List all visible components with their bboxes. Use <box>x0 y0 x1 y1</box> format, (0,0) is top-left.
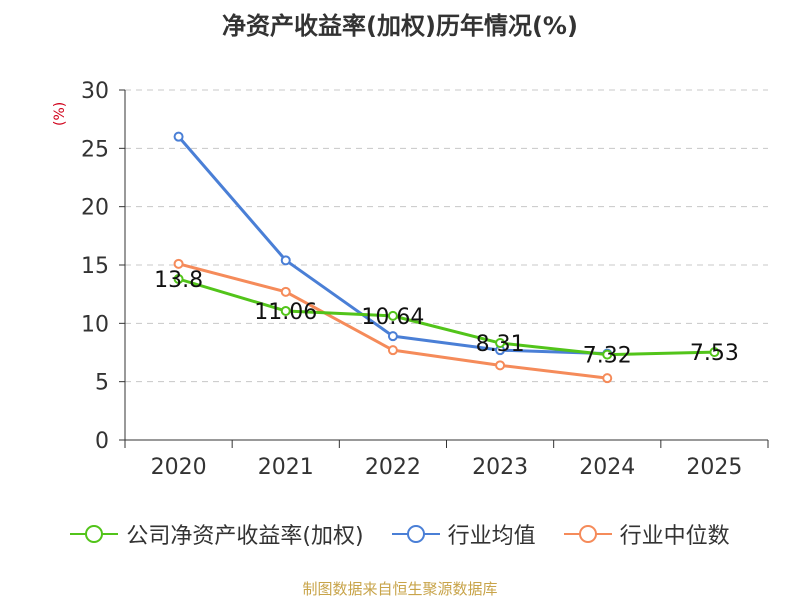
data-label-2023: 8.31 <box>476 332 525 357</box>
data-point-s0-2023[interactable] <box>495 338 506 349</box>
y-tick-label-20: 20 <box>81 196 109 221</box>
y-tick-label-15: 15 <box>81 254 109 279</box>
legend-label-industry-mean: 行业均值 <box>447 524 536 549</box>
data-label-2024: 7.32 <box>583 344 632 369</box>
data-point-s0-2022[interactable] <box>387 310 398 321</box>
legend: 公司净资产收益率(加权) 行业均值 行业中位数 <box>0 518 800 550</box>
data-point-s1-2021[interactable] <box>280 255 291 266</box>
x-tick-label-2023: 2023 <box>472 455 528 480</box>
y-tick-label-10: 10 <box>81 312 109 337</box>
data-point-s0-2024[interactable] <box>602 349 613 360</box>
data-point-s2-2024[interactable] <box>602 373 613 384</box>
legend-swatch-industry-mean-icon <box>391 525 440 543</box>
data-point-s2-2022[interactable] <box>387 345 398 356</box>
data-label-2022: 10.64 <box>361 305 424 330</box>
data-point-s0-2020[interactable] <box>173 274 184 284</box>
data-source-note: 制图数据来自恒生聚源数据库 <box>302 580 498 598</box>
x-tick-label-2020: 2020 <box>151 455 207 480</box>
chart-title: 净资产收益率(加权)历年情况(%) <box>222 12 578 40</box>
data-label-2025: 7.53 <box>690 341 739 366</box>
data-label-2020: 13.8 <box>154 268 203 293</box>
legend-swatch-industry-median-icon <box>563 525 612 543</box>
data-point-s2-2021[interactable] <box>280 286 291 297</box>
data-point-s0-2025[interactable] <box>709 347 720 358</box>
legend-item-industry-median[interactable]: 行业中位数 <box>563 518 730 550</box>
y-tick-label-25: 25 <box>81 137 109 162</box>
legend-label-industry-median: 行业中位数 <box>619 524 730 549</box>
data-label-2021: 11.06 <box>254 300 317 325</box>
legend-item-industry-mean[interactable]: 行业均值 <box>391 518 536 550</box>
data-point-s2-2023[interactable] <box>495 360 506 371</box>
x-tick-label-2024: 2024 <box>579 455 635 480</box>
data-point-s1-2022[interactable] <box>387 331 398 342</box>
legend-item-company[interactable]: 公司净资产收益率(加权) <box>70 518 364 550</box>
data-point-s0-2021[interactable] <box>280 305 291 316</box>
y-tick-label-5: 5 <box>95 371 109 396</box>
x-tick-label-2022: 2022 <box>365 455 421 480</box>
data-point-s1-2020[interactable] <box>173 131 184 142</box>
legend-swatch-company-icon <box>70 525 119 543</box>
x-tick-label-2021: 2021 <box>258 455 314 480</box>
series-line-0 <box>178 277 715 357</box>
legend-label-company: 公司净资产收益率(加权) <box>126 524 364 549</box>
y-tick-label-0: 0 <box>95 429 109 454</box>
data-point-s2-2020[interactable] <box>173 258 184 269</box>
y-tick-label-30: 30 <box>81 79 109 104</box>
x-tick-label-2025: 2025 <box>686 455 742 480</box>
